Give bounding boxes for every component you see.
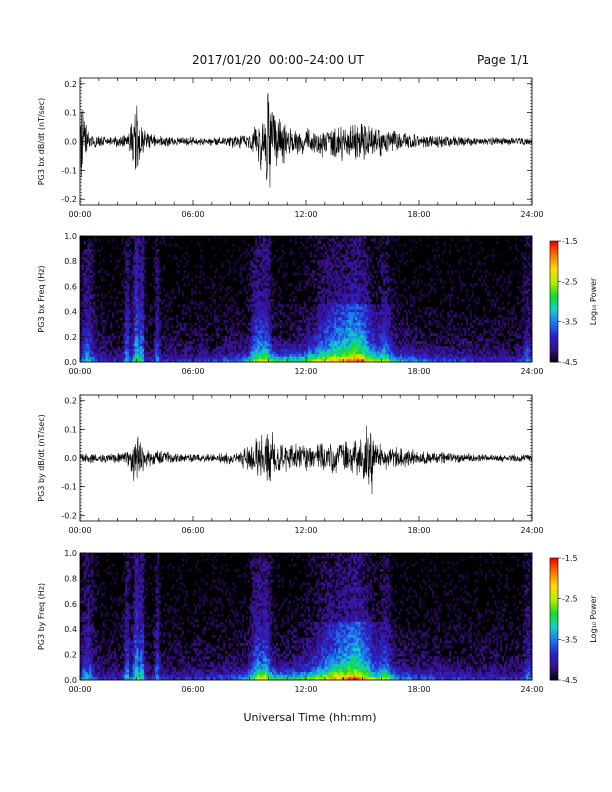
y-axis-label: PG3 bx Freq (Hz) — [37, 265, 46, 332]
y-tick-label: 0.2 — [64, 80, 77, 89]
y-tick-label: -0.2 — [61, 195, 77, 204]
panel-2: 00:00 06:00 12:00 18:00 24:00 1.0 0.8 0.6 0.4 0.2… — [37, 232, 544, 376]
x-tick-label: 24:00 — [520, 367, 543, 376]
colorbar-tick-label: -3.5 — [562, 635, 578, 644]
y-tick-label: 0.1 — [64, 425, 77, 434]
y-tick-label: 0.6 — [64, 600, 77, 609]
colorbar-3: -1.5 -2.5 -3.5 -4.5 Log₁₀ Power — [549, 554, 598, 685]
y-tick-label: 0.2 — [64, 651, 77, 660]
x-tick-label: 12:00 — [294, 367, 317, 376]
page-number: Page 1/1 — [477, 53, 530, 67]
x-tick-label: 12:00 — [294, 685, 317, 694]
y-tick-label: 1.0 — [64, 232, 77, 241]
x-tick-label: 12:00 — [294, 210, 317, 219]
colorbar-frame — [549, 240, 559, 363]
y-tick-label: 0.0 — [64, 138, 77, 147]
x-tick-label: 06:00 — [181, 210, 204, 219]
colorbar-tick-label: -4.5 — [562, 676, 578, 685]
y-tick-label: -0.1 — [61, 483, 77, 492]
x-tick-label: 00:00 — [68, 526, 91, 535]
y-tick-label: 0.4 — [64, 308, 77, 317]
y-tick-label: 0.6 — [64, 282, 77, 291]
x-tick-label: 18:00 — [407, 685, 430, 694]
colorbar-tick-label: -4.5 — [562, 358, 578, 367]
page-title: 2017/01/20 00:00–24:00 UT — [192, 53, 364, 67]
y-axis-label: PG3 by dB/dt (nT/sec) — [37, 414, 46, 501]
panel-3: 00:00 06:00 12:00 18:00 24:00 0.2 0.1 0.0 -0.1 -0… — [37, 394, 544, 535]
colorbar-tick-label: -1.5 — [562, 237, 578, 246]
x-tick-label: 00:00 — [68, 685, 91, 694]
y-axis-label: PG3 by Freq (Hz) — [37, 583, 46, 650]
x-tick-label: 12:00 — [294, 526, 317, 535]
series-line — [79, 92, 533, 189]
x-tick-label: 24:00 — [520, 685, 543, 694]
y-tick-label: -0.2 — [61, 511, 77, 520]
panel-1: 00:00 06:00 12:00 18:00 24:00 0.2 0.1 0.0 -0.1 -0… — [37, 77, 544, 219]
panel-4: 00:00 06:00 12:00 18:00 24:00 1.0 0.8 0.6 0.4 0.2… — [37, 549, 544, 694]
series-line — [79, 425, 533, 495]
x-tick-label: 00:00 — [68, 210, 91, 219]
x-tick-label: 24:00 — [520, 210, 543, 219]
y-tick-label: 1.0 — [64, 549, 77, 558]
colorbar-tick-label: -2.5 — [562, 595, 578, 604]
colorbar-label: Log₁₀ Power — [589, 277, 598, 325]
x-tick-label: 06:00 — [181, 526, 204, 535]
heatmap-cells — [80, 553, 533, 681]
y-tick-label: 0.0 — [64, 676, 77, 685]
colorbar-tick-label: -2.5 — [562, 277, 578, 286]
y-tick-label: 0.4 — [64, 625, 77, 634]
y-axis-label: PG3 bx dB/dt (nT/sec) — [37, 98, 46, 185]
y-tick-label: 0.0 — [64, 454, 77, 463]
heatmap-cells — [80, 236, 533, 363]
x-tick-label: 18:00 — [407, 526, 430, 535]
colorbar-tick-label: -1.5 — [562, 554, 578, 563]
x-tick-label: 18:00 — [407, 367, 430, 376]
colorbar-tick-label: -3.5 — [562, 318, 578, 327]
x-tick-label: 06:00 — [181, 367, 204, 376]
x-tick-label: 00:00 — [68, 367, 91, 376]
y-tick-label: 0.1 — [64, 109, 77, 118]
y-tick-label: 0.8 — [64, 257, 77, 266]
y-tick-label: -0.1 — [61, 166, 77, 175]
y-tick-label: 0.2 — [64, 333, 77, 342]
y-tick-label: 0.2 — [64, 397, 77, 406]
colorbar-label: Log₁₀ Power — [589, 595, 598, 643]
y-tick-label: 0.0 — [64, 358, 77, 367]
x-axis-title: Universal Time (hh:mm) — [243, 711, 377, 724]
x-tick-label: 24:00 — [520, 526, 543, 535]
x-tick-label: 18:00 — [407, 210, 430, 219]
x-tick-label: 06:00 — [181, 685, 204, 694]
y-tick-label: 0.8 — [64, 574, 77, 583]
colorbar-frame — [549, 557, 559, 681]
colorbar-1: -1.5 -2.5 -3.5 -4.5 Log₁₀ Power — [549, 237, 598, 367]
